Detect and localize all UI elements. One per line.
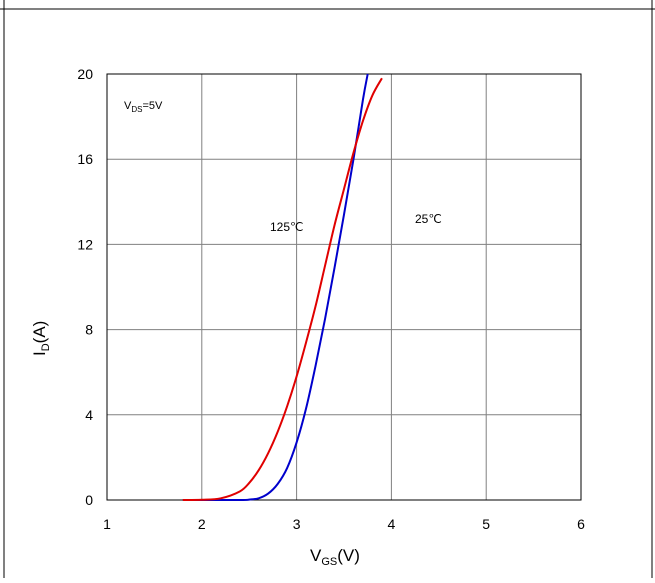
x-axis-title: VGS(V)	[310, 546, 360, 568]
x-tick-label: 6	[577, 516, 585, 532]
label-125c: 125℃	[270, 220, 304, 234]
x-tick-labels: 1 2 3 4 5 6	[103, 516, 585, 532]
x-tick-label: 2	[198, 516, 206, 532]
y-tick-label: 12	[77, 236, 93, 252]
y-tick-labels: 0 4 8 12 16 20	[77, 66, 93, 508]
grid-lines	[107, 74, 581, 500]
label-25c: 25℃	[415, 212, 442, 226]
y-axis-title: ID(A)	[30, 321, 52, 356]
y-tick-label: 20	[77, 66, 93, 82]
plot-area-frame	[107, 74, 581, 500]
curves	[183, 74, 382, 500]
x-tick-label: 3	[293, 516, 301, 532]
y-tick-label: 16	[77, 151, 93, 167]
x-tick-label: 4	[388, 516, 396, 532]
series-line-125c	[183, 78, 382, 500]
x-tick-label: 5	[482, 516, 490, 532]
condition-annotation: VDS=5V	[124, 100, 163, 114]
x-tick-label: 1	[103, 516, 111, 532]
y-tick-label: 8	[85, 322, 93, 338]
y-tick-label: 0	[85, 492, 93, 508]
y-tick-label: 4	[85, 407, 93, 423]
